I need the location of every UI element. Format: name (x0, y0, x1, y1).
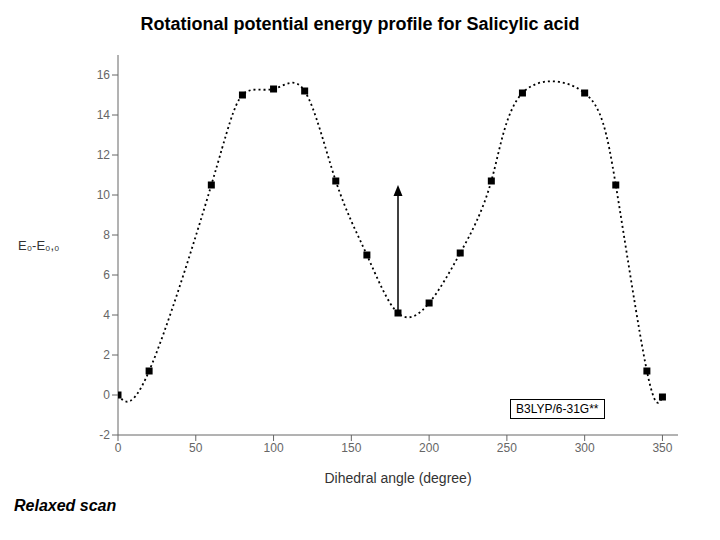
svg-text:12: 12 (97, 148, 111, 162)
svg-text:E₀-E₀,₀: E₀-E₀,₀ (18, 238, 59, 253)
svg-text:350: 350 (652, 441, 672, 455)
svg-text:100: 100 (264, 441, 284, 455)
svg-text:250: 250 (497, 441, 517, 455)
svg-text:50: 50 (189, 441, 203, 455)
svg-text:0: 0 (115, 441, 122, 455)
svg-text:0: 0 (103, 388, 110, 402)
html-text:B3LYP/6-31G**: B3LYP/6-31G** (516, 402, 599, 416)
svg-text:Dihedral angle (degree): Dihedral angle (degree) (324, 470, 471, 486)
html-text:Relaxed scan: Relaxed scan (14, 497, 117, 514)
svg-text:2: 2 (103, 348, 110, 362)
svg-text:150: 150 (341, 441, 361, 455)
svg-text:200: 200 (419, 441, 439, 455)
svg-text:6: 6 (103, 268, 110, 282)
svg-text:8: 8 (103, 228, 110, 242)
svg-text:14: 14 (97, 108, 111, 122)
html-text:Rotational potential energy pr: Rotational potential energy profile for … (140, 14, 580, 34)
svg-text:300: 300 (575, 441, 595, 455)
svg-text:4: 4 (103, 308, 110, 322)
svg-text:-2: -2 (99, 428, 110, 442)
svg-text:10: 10 (97, 188, 111, 202)
svg-text:16: 16 (97, 68, 111, 82)
